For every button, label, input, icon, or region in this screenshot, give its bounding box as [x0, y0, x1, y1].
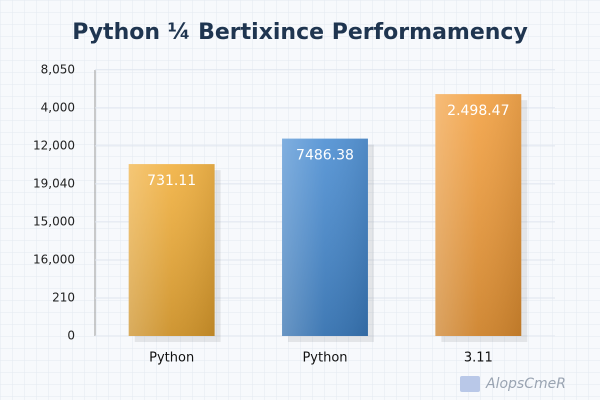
bar-annotation: 2.498.47 — [447, 103, 509, 119]
bar-annotation: 731.11 — [147, 173, 196, 189]
x-tick-label: 3.11 — [464, 351, 493, 366]
y-tick-label: 210 — [52, 290, 75, 304]
bar-annotation: 7486.38 — [296, 148, 354, 164]
watermark-icon — [460, 376, 480, 392]
y-tick-label: 0 — [67, 329, 75, 343]
y-tick-label: 8,050 — [41, 62, 75, 76]
y-tick-label: 15,000 — [33, 214, 75, 228]
chart-title: Python ¼ Bertixince Performamency — [72, 20, 528, 45]
bar-shine — [282, 138, 368, 336]
bar-shine — [128, 164, 215, 336]
x-tick-label: Python — [302, 351, 347, 366]
watermark: AlopsCmeR — [485, 376, 566, 392]
y-tick-label: 4,000 — [41, 100, 75, 114]
y-tick-label: 12,000 — [33, 138, 75, 152]
y-tick-label: 19,040 — [33, 176, 75, 190]
y-tick-label: 16,000 — [33, 252, 75, 266]
x-tick-label: Python — [149, 351, 194, 366]
bar-shine — [435, 94, 522, 337]
